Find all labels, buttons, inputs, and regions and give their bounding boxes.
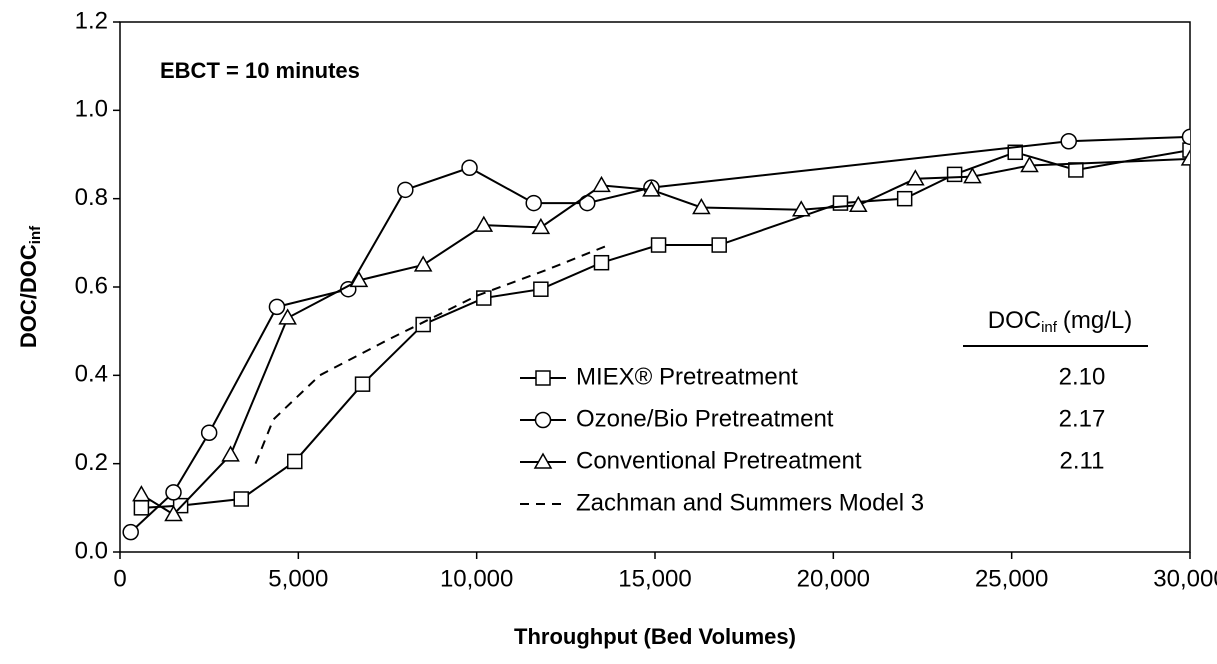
marker-triangle [1180,149,1190,166]
marker-square [896,190,913,207]
marker-circle [525,194,542,212]
legend-label: MIEX® Pretreatment [576,363,798,390]
marker-triangle [221,445,240,462]
marker-triangle [1020,156,1039,173]
marker-square [946,166,963,183]
marker-square [233,491,250,507]
marker-square [354,376,371,392]
marker-triangle [474,215,494,232]
marker-triangle [592,175,611,193]
y-axis-title-main: DOC/DOC [16,244,41,348]
y-tick-label: 0.8 [75,184,108,211]
doc-header-main: DOC [988,307,1041,334]
marker-square [533,281,549,297]
marker-circle [1181,128,1190,146]
marker-triangle [164,504,183,522]
marker-triangle [791,200,811,217]
marker-triangle [413,255,433,272]
legend-label: Zachman and Summers Model 3 [576,489,924,516]
marker-square [1182,142,1190,158]
marker-triangle [531,217,551,235]
marker-circle [1060,133,1077,150]
annotation: EBCT = 10 minutes [160,58,360,83]
legend-label: Ozone/Bio Pretreatment [576,405,834,432]
legend-marker [535,370,551,386]
doc-inf-value: 2.10 [1059,363,1106,390]
marker-square [1068,162,1084,178]
y-axis-title: DOC/DOCinf [16,225,44,348]
marker-triangle [349,270,369,288]
y-tick-label: 1.0 [75,96,108,123]
marker-square [1007,144,1023,161]
marker-square [287,453,303,470]
marker-circle [200,424,218,441]
marker-circle [165,484,182,501]
x-tick-label: 5,000 [268,565,328,592]
marker-triangle [906,169,925,186]
legend-marker [534,411,552,429]
marker-circle [461,159,478,176]
x-tick-label: 0 [113,565,126,592]
marker-square [593,254,610,271]
doc-inf-value: 2.11 [1060,447,1105,474]
legend-marker [533,452,553,469]
y-tick-label: 0.4 [75,361,108,388]
y-tick-label: 0.0 [75,537,108,564]
marker-triangle [132,485,151,502]
x-tick-label: 15,000 [618,565,691,592]
marker-circle [397,181,414,199]
doc-header-sub: inf [1041,319,1058,336]
y-axis-title-sub: inf [27,225,44,244]
series-line [254,244,610,465]
doc-header-unit: (mg/L) [1063,307,1132,334]
marker-triangle [849,195,868,213]
marker-square [415,316,431,333]
doc-inf-value: 2.17 [1059,405,1106,432]
marker-square [650,237,667,253]
x-axis-title: Throughput (Bed Volumes) [514,624,796,649]
y-tick-label: 0.6 [75,272,108,299]
marker-triangle [963,167,982,184]
marker-triangle [692,197,711,215]
x-tick-label: 25,000 [975,565,1048,592]
y-tick-label: 1.2 [75,7,108,34]
marker-circle [268,298,286,316]
series-line [130,135,1190,533]
marker-triangle [278,308,297,325]
marker-square [133,500,150,516]
x-tick-label: 10,000 [440,565,513,592]
y-tick-label: 0.2 [75,449,108,476]
legend-label: Conventional Pretreatment [576,447,862,474]
marker-square [711,237,727,253]
marker-triangle [642,180,661,197]
x-tick-label: 30,000 [1153,565,1217,592]
x-tick-label: 20,000 [797,565,870,592]
marker-circle [122,523,139,541]
doc-header: DOCinf (mg/L) [988,307,1133,336]
